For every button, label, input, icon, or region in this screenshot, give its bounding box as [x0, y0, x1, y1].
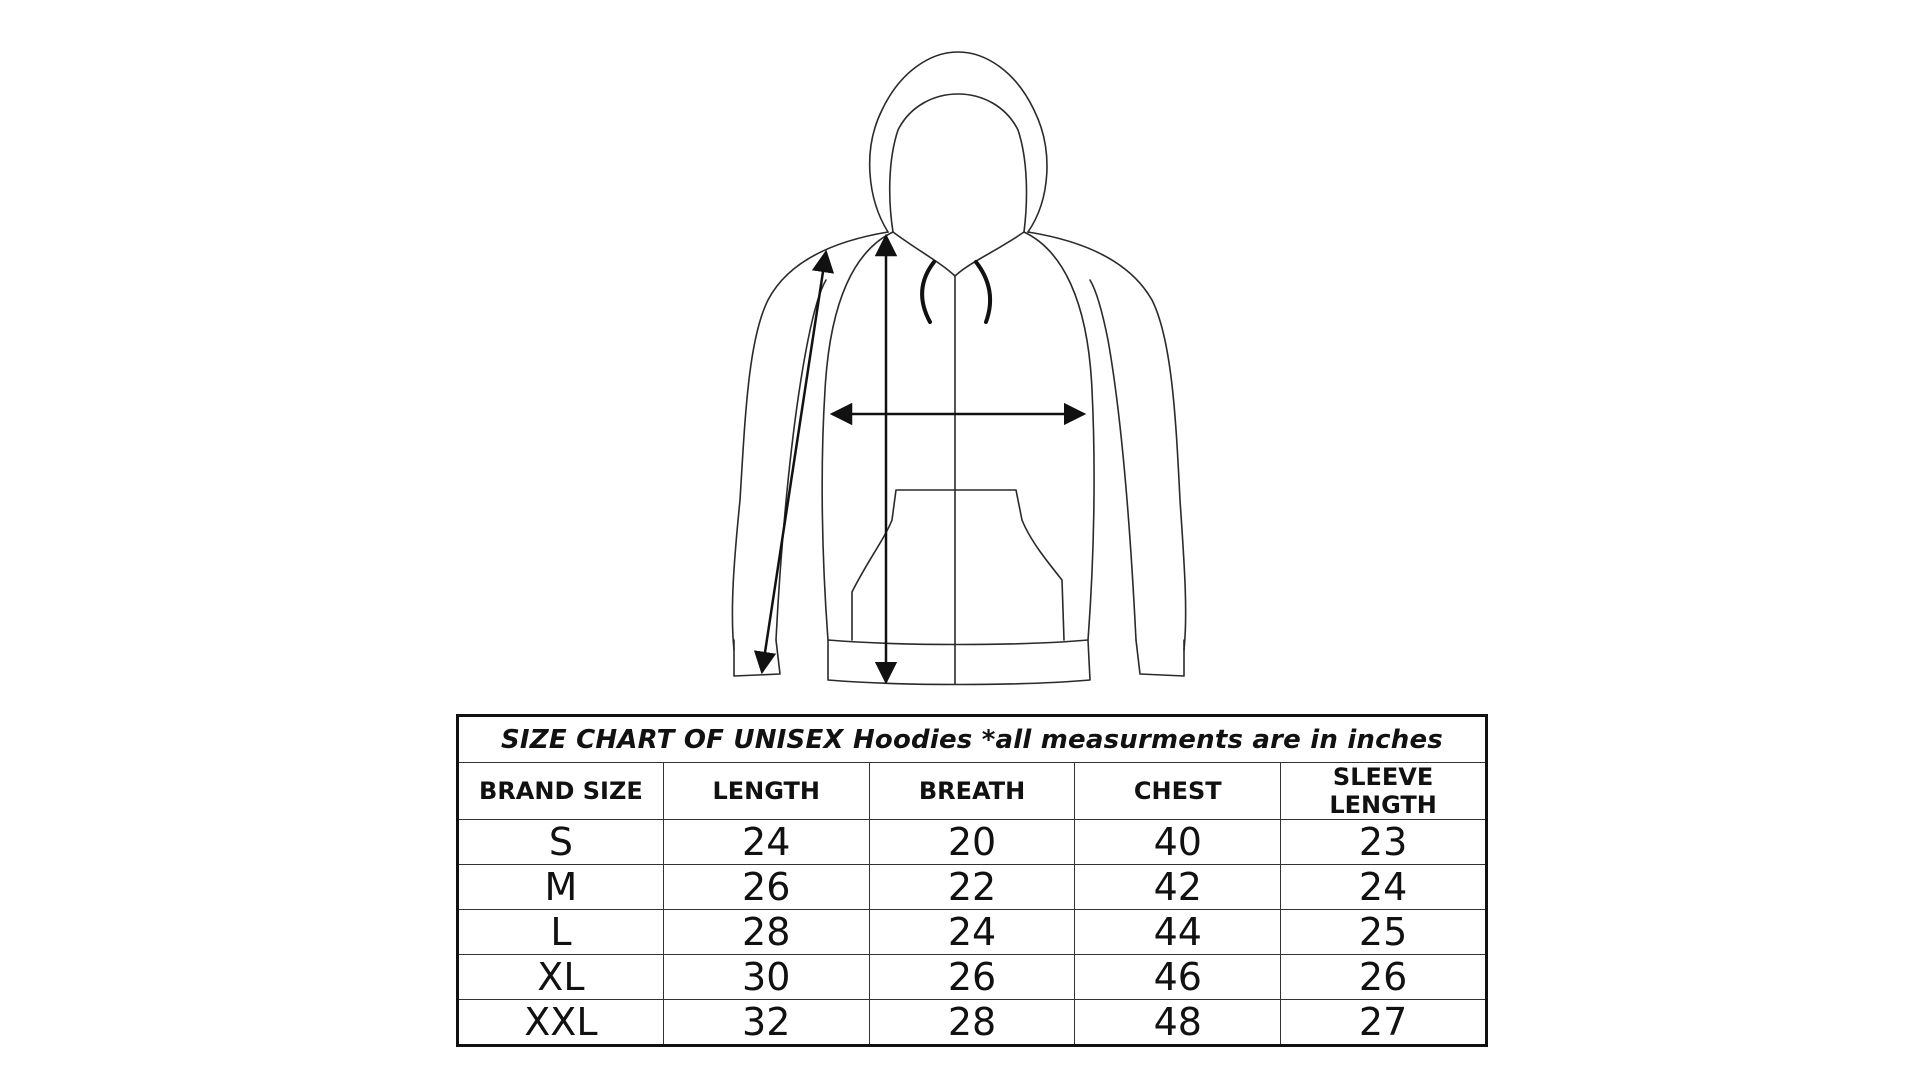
sleeve-length-cell: 26 — [1280, 954, 1487, 1000]
drawstring-left — [920, 260, 936, 324]
breath-cell: 20 — [868, 819, 1076, 865]
table-row: XXL 32 28 48 27 — [457, 999, 1487, 1046]
table-row: XL 30 26 46 26 — [457, 954, 1487, 1000]
left-raglan-seam — [821, 231, 894, 641]
size-cell: XL — [457, 954, 664, 1000]
neckline — [892, 231, 1025, 277]
length-cell: 26 — [662, 864, 870, 910]
sleeve-length-cell: 24 — [1280, 864, 1487, 910]
table-row: L 28 24 44 25 — [457, 909, 1487, 955]
length-cell: 32 — [662, 999, 870, 1046]
chest-cell: 48 — [1074, 999, 1282, 1046]
col-header-chest: CHEST — [1074, 762, 1282, 820]
size-chart-caption: SIZE CHART OF UNISEX Hoodies *all measur… — [457, 715, 1487, 763]
right-raglan-seam — [1023, 231, 1095, 641]
size-cell: M — [457, 864, 664, 910]
sleeve-length-cell: 23 — [1280, 819, 1487, 865]
sleeve-length-arrow — [753, 249, 835, 675]
size-cell: S — [457, 819, 664, 865]
drawstring-right — [974, 260, 993, 324]
size-cell: L — [457, 909, 664, 955]
left-cuff — [733, 639, 781, 677]
length-cell: 28 — [662, 909, 870, 955]
size-cell: XXL — [457, 999, 664, 1046]
hoodie-illustration — [731, 51, 1187, 686]
breath-cell: 24 — [868, 909, 1076, 955]
waistband — [827, 639, 1091, 686]
kangaroo-pocket — [851, 489, 1065, 641]
length-cell: 24 — [662, 819, 870, 865]
length-cell: 30 — [662, 954, 870, 1000]
col-header-breath: BREATH — [868, 762, 1076, 820]
col-header-brand-size: BRAND SIZE — [457, 762, 664, 820]
table-header-row: BRAND SIZE LENGTH BREATH CHEST SLEEVE LE… — [457, 762, 1487, 820]
right-sleeve — [1027, 231, 1187, 651]
col-header-length: LENGTH — [662, 762, 870, 820]
chest-cell: 44 — [1074, 909, 1282, 955]
hood-outline — [868, 51, 1048, 233]
chest-cell: 46 — [1074, 954, 1282, 1000]
breath-cell: 28 — [868, 999, 1076, 1046]
hood-opening — [888, 93, 1028, 233]
chest-cell: 40 — [1074, 819, 1282, 865]
table-row: S 24 20 40 23 — [457, 819, 1487, 865]
size-chart-table: SIZE CHART OF UNISEX Hoodies *all measur… — [456, 714, 1488, 1047]
sleeve-length-cell: 27 — [1280, 999, 1487, 1046]
caption-bold: SIZE CHART OF UNISEX — [501, 724, 844, 755]
caption-rest: Hoodies *all measurments are in inches — [852, 724, 1443, 755]
table-row: M 26 22 42 24 — [457, 864, 1487, 910]
left-sleeve — [731, 231, 889, 651]
breath-cell: 26 — [868, 954, 1076, 1000]
chest-cell: 42 — [1074, 864, 1282, 910]
col-header-sleeve-length: SLEEVE LENGTH — [1280, 762, 1487, 820]
sleeve-length-cell: 25 — [1280, 909, 1487, 955]
breath-cell: 22 — [868, 864, 1076, 910]
right-cuff — [1135, 639, 1185, 677]
